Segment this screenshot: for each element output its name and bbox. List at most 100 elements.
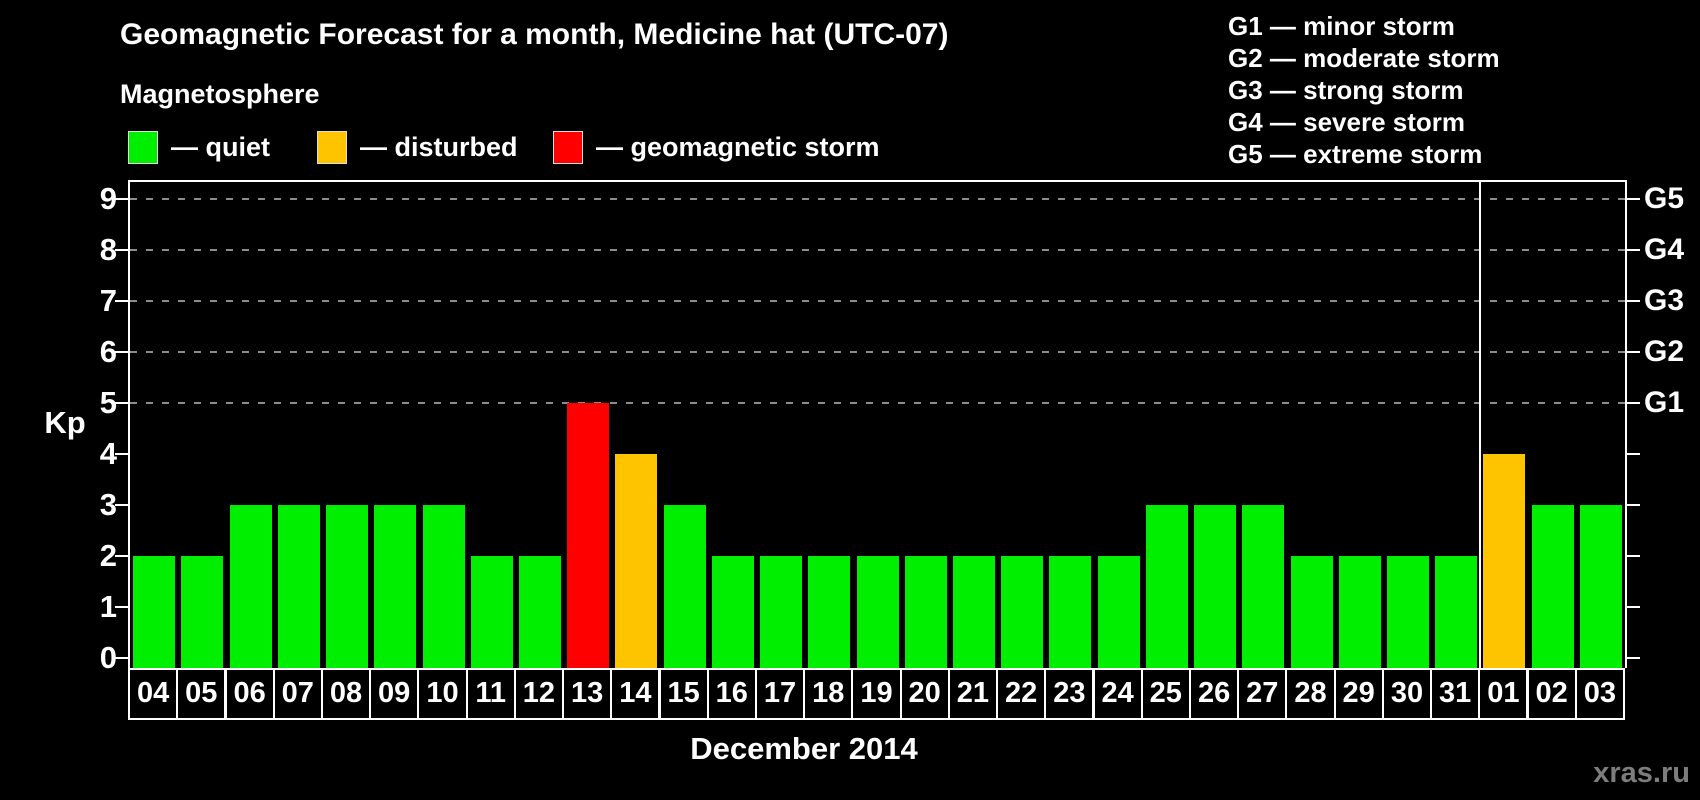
gridline-kp-5 xyxy=(130,402,1625,404)
month-axis-label: December 2014 xyxy=(690,731,918,766)
bar-day-23 xyxy=(1049,556,1092,668)
day-cell-08: 08 xyxy=(320,668,372,720)
legend-label: — quiet xyxy=(171,131,270,162)
day-cell-06: 06 xyxy=(224,668,275,720)
kp-tick-label-9: 9 xyxy=(99,181,117,216)
kp-tick-right-4 xyxy=(1627,453,1640,455)
g-scale-legend: G1 — minor storm G2 — moderate storm G3 — … xyxy=(1228,10,1500,170)
bar-day-18 xyxy=(808,556,851,668)
legend-label: — geomagnetic storm xyxy=(596,131,880,162)
kp-tick-label-2: 2 xyxy=(99,538,117,573)
kp-tick-label-8: 8 xyxy=(99,232,117,267)
kp-tick-left-5 xyxy=(115,402,128,404)
kp-tick-label-7: 7 xyxy=(99,283,117,318)
g-scale-label-g2: G2 xyxy=(1644,335,1685,368)
day-cell-23: 23 xyxy=(1044,668,1095,720)
g-legend-line: G2 — moderate storm xyxy=(1228,43,1500,73)
gridline-kp-9 xyxy=(130,198,1625,200)
kp-tick-left-1 xyxy=(115,606,128,608)
day-cell-09: 09 xyxy=(369,668,420,720)
day-cell-30: 30 xyxy=(1381,668,1433,720)
bar-day-14 xyxy=(615,454,658,668)
bar-day-27 xyxy=(1242,505,1285,668)
bar-day-29 xyxy=(1338,556,1381,668)
kp-tick-label-6: 6 xyxy=(99,334,117,369)
bar-day-17 xyxy=(760,556,802,668)
kp-axis-label: Kp xyxy=(44,405,86,440)
day-cell-18: 18 xyxy=(803,668,854,720)
day-cell-05: 05 xyxy=(176,668,227,720)
bar-day-02 xyxy=(1531,505,1574,668)
bar-day-12 xyxy=(518,556,561,668)
quiet-swatch xyxy=(128,130,158,164)
bar-day-21 xyxy=(953,556,995,668)
bar-day-22 xyxy=(1001,556,1044,668)
disturbed-swatch xyxy=(317,130,347,164)
day-cell-16: 16 xyxy=(706,668,757,720)
legend-item-storm: — geomagnetic storm xyxy=(553,130,880,164)
kp-tick-right-8 xyxy=(1627,249,1640,251)
gridline-kp-6 xyxy=(130,351,1625,353)
chart-title: Geomagnetic Forecast for a month, Medici… xyxy=(120,18,949,51)
kp-tick-label-1: 1 xyxy=(99,589,117,624)
bar-day-20 xyxy=(904,556,947,668)
g-legend-line: G1 — minor storm xyxy=(1228,11,1455,41)
kp-tick-left-0 xyxy=(115,657,128,659)
bar-day-19 xyxy=(856,556,899,668)
day-cell-26: 26 xyxy=(1189,668,1240,720)
bar-day-07 xyxy=(277,505,320,668)
g-scale-label-g3: G3 xyxy=(1644,284,1685,317)
day-cell-19: 19 xyxy=(851,668,902,720)
kp-tick-right-6 xyxy=(1627,351,1640,353)
bar-day-30 xyxy=(1387,556,1429,668)
kp-tick-label-4: 4 xyxy=(99,436,117,471)
legend-item-quiet: — quiet xyxy=(128,130,270,164)
bar-day-24 xyxy=(1097,556,1140,668)
bar-day-31 xyxy=(1435,556,1478,668)
bar-day-26 xyxy=(1194,505,1237,668)
day-cell-27: 27 xyxy=(1237,668,1288,720)
g-scale-label-g5: G5 xyxy=(1644,182,1685,215)
bar-day-11 xyxy=(470,556,513,668)
kp-tick-right-2 xyxy=(1627,555,1640,557)
storm-swatch xyxy=(553,130,583,164)
bar-day-05 xyxy=(181,556,224,668)
g-legend-line: G3 — strong storm xyxy=(1228,75,1464,105)
day-cell-07: 07 xyxy=(272,668,323,720)
kp-tick-left-6 xyxy=(115,351,128,353)
kp-tick-right-1 xyxy=(1627,606,1640,608)
kp-tick-left-7 xyxy=(115,300,128,302)
day-cell-14: 14 xyxy=(610,668,661,720)
bar-day-28 xyxy=(1290,556,1333,668)
day-cell-02: 02 xyxy=(1526,668,1577,720)
legend-label: — disturbed xyxy=(360,131,518,162)
kp-tick-right-0 xyxy=(1627,657,1640,659)
day-cell-20: 20 xyxy=(899,668,950,720)
gridline-kp-8 xyxy=(130,249,1625,251)
bar-day-25 xyxy=(1145,505,1188,668)
bar-day-16 xyxy=(711,556,754,668)
kp-tick-right-7 xyxy=(1627,300,1640,302)
bar-day-09 xyxy=(374,505,417,668)
kp-tick-right-5 xyxy=(1627,402,1640,404)
day-cell-31: 31 xyxy=(1430,668,1481,720)
kp-tick-label-5: 5 xyxy=(99,385,117,420)
day-cell-03: 03 xyxy=(1574,668,1625,720)
kp-tick-left-3 xyxy=(115,504,128,506)
day-cell-13: 13 xyxy=(562,668,613,720)
g-scale-label-g4: G4 xyxy=(1644,233,1685,266)
day-cell-15: 15 xyxy=(658,668,709,720)
kp-tick-label-0: 0 xyxy=(99,640,117,675)
bar-day-15 xyxy=(663,505,706,668)
day-cell-21: 21 xyxy=(947,668,998,720)
day-cell-25: 25 xyxy=(1140,668,1191,720)
bar-day-10 xyxy=(422,505,465,668)
day-cell-28: 28 xyxy=(1285,668,1336,720)
day-cell-01: 01 xyxy=(1478,668,1529,720)
kp-tick-left-2 xyxy=(115,555,128,557)
kp-tick-label-3: 3 xyxy=(99,487,117,522)
bar-day-04 xyxy=(133,556,176,668)
g-scale-label-g1: G1 xyxy=(1644,386,1685,419)
day-cell-11: 11 xyxy=(465,668,516,720)
